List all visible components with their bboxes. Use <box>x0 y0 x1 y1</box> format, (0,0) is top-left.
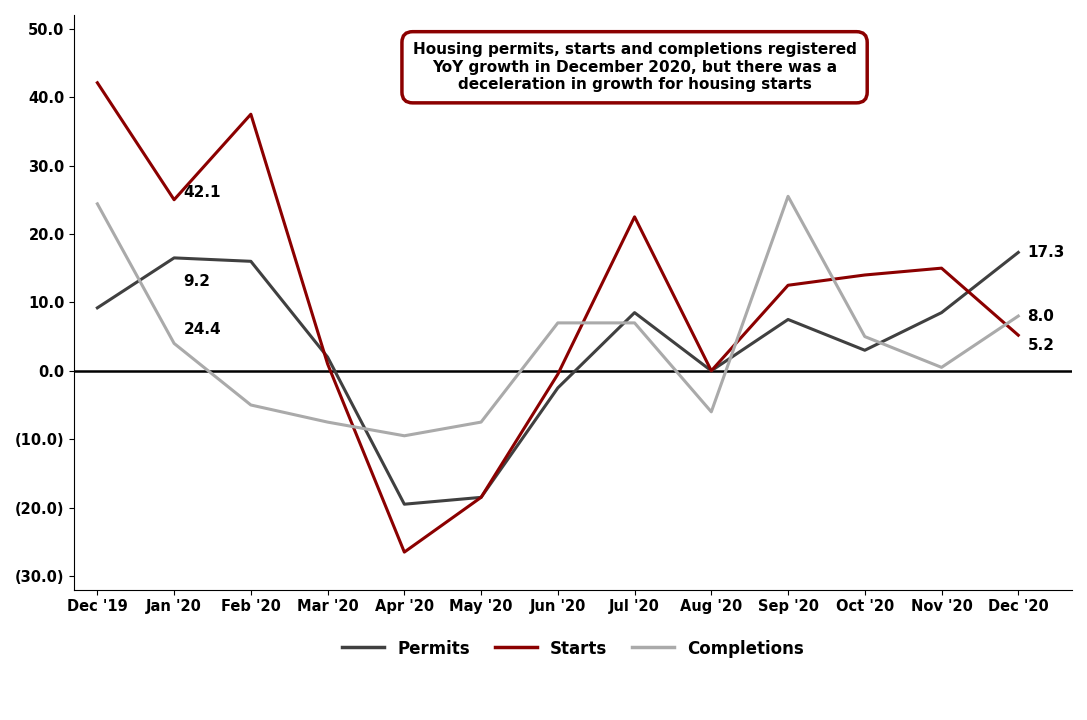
Text: Housing permits, starts and completions registered
YoY growth in December 2020, : Housing permits, starts and completions … <box>413 42 857 92</box>
Legend: Permits, Starts, Completions: Permits, Starts, Completions <box>336 633 811 665</box>
Text: 17.3: 17.3 <box>1027 245 1065 260</box>
Text: 42.1: 42.1 <box>184 185 221 200</box>
Text: 9.2: 9.2 <box>184 274 210 289</box>
Text: 5.2: 5.2 <box>1027 338 1054 353</box>
Text: 8.0: 8.0 <box>1027 309 1054 323</box>
Text: 24.4: 24.4 <box>184 323 221 337</box>
